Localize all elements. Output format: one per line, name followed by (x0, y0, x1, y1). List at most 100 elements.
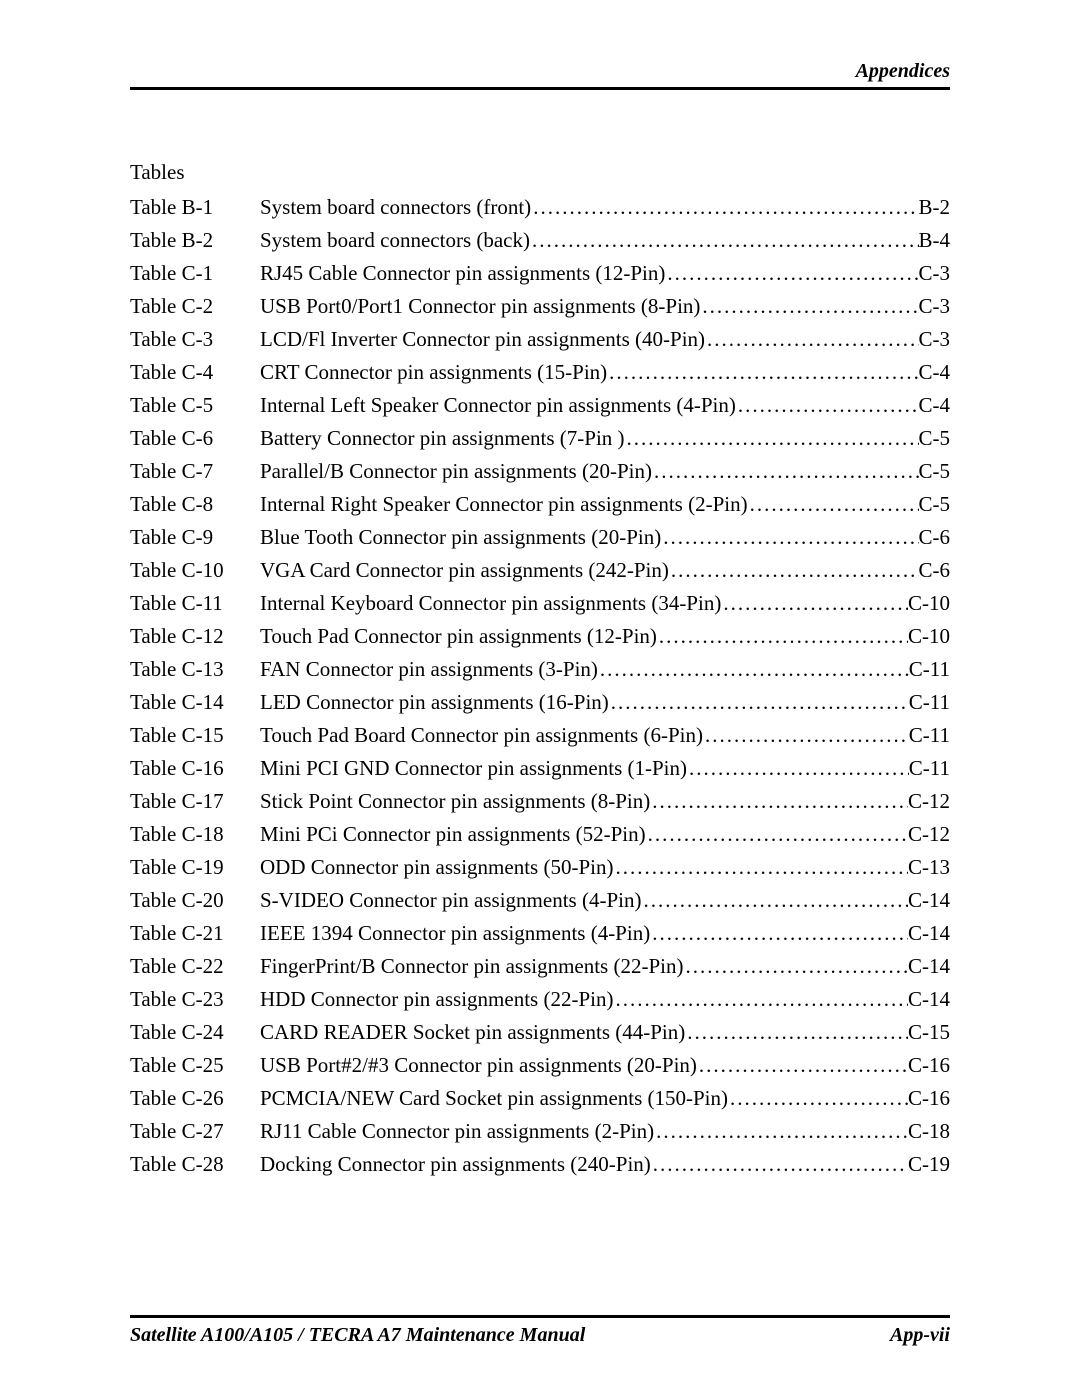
toc-leader: ........................................… (650, 923, 908, 944)
toc-page: C-14 (908, 923, 950, 944)
toc-title: CARD READER Socket pin assignments (44-P… (260, 1022, 685, 1043)
toc-leader: ........................................… (650, 791, 908, 812)
toc-label: Table B-2 (130, 230, 260, 251)
toc-page: C-6 (919, 560, 951, 581)
toc-label: Table C-19 (130, 857, 260, 878)
toc-title: Docking Connector pin assignments (240-P… (260, 1154, 651, 1175)
toc-label: Table C-14 (130, 692, 260, 713)
toc-leader: ........................................… (685, 1022, 908, 1043)
toc-label: Table C-27 (130, 1121, 260, 1142)
toc-page: C-14 (908, 989, 950, 1010)
toc-leader: ........................................… (651, 1154, 908, 1175)
toc-title: System board connectors (front) (260, 197, 531, 218)
toc-leader: ........................................… (683, 956, 908, 977)
toc-label: Table C-13 (130, 659, 260, 680)
toc-page: C-13 (908, 857, 950, 878)
toc-title: Internal Left Speaker Connector pin assi… (260, 395, 736, 416)
toc-row: Table C-10VGA Card Connector pin assignm… (130, 560, 950, 581)
toc-page: C-15 (908, 1022, 950, 1043)
toc-title: ODD Connector pin assignments (50-Pin) (260, 857, 613, 878)
toc-title: S-VIDEO Connector pin assignments (4-Pin… (260, 890, 641, 911)
toc-leader: ........................................… (646, 824, 908, 845)
toc-page: C-11 (909, 758, 950, 779)
toc-leader: ........................................… (641, 890, 908, 911)
toc-row: Table C-20S-VIDEO Connector pin assignme… (130, 890, 950, 911)
page-body: Tables Table B-1System board connectors … (130, 90, 950, 1315)
toc-label: Table C-20 (130, 890, 260, 911)
toc-leader: ........................................… (598, 659, 909, 680)
toc-row: Table C-26PCMCIA/NEW Card Socket pin ass… (130, 1088, 950, 1109)
toc-page: C-16 (908, 1055, 950, 1076)
toc-row: Table C-21IEEE 1394 Connector pin assign… (130, 923, 950, 944)
toc-page: C-11 (909, 725, 950, 746)
footer-page-number: App-vii (890, 1324, 950, 1347)
toc-title: RJ11 Cable Connector pin assignments (2-… (260, 1121, 654, 1142)
toc-title: System board connectors (back) (260, 230, 530, 251)
tables-heading: Tables (130, 160, 950, 185)
toc-title: Mini PCi Connector pin assignments (52-P… (260, 824, 646, 845)
toc-row: Table C-8Internal Right Speaker Connecto… (130, 494, 950, 515)
toc-row: Table C-15Touch Pad Board Connector pin … (130, 725, 950, 746)
toc-label: Table C-16 (130, 758, 260, 779)
page-footer: Satellite A100/A105 / TECRA A7 Maintenan… (130, 1315, 950, 1347)
toc-title: FingerPrint/B Connector pin assignments … (260, 956, 683, 977)
toc-page: C-14 (908, 890, 950, 911)
toc-title: Stick Point Connector pin assignments (8… (260, 791, 650, 812)
toc-leader: ........................................… (654, 1121, 908, 1142)
toc-title: PCMCIA/NEW Card Socket pin assignments (… (260, 1088, 728, 1109)
toc-label: Table C-12 (130, 626, 260, 647)
toc-label: Table B-1 (130, 197, 260, 218)
toc-row: Table B-1System board connectors (front)… (130, 197, 950, 218)
toc-title: Internal Keyboard Connector pin assignme… (260, 593, 721, 614)
tables-toc: Table B-1System board connectors (front)… (130, 197, 950, 1175)
toc-label: Table C-9 (130, 527, 260, 548)
toc-row: Table C-11Internal Keyboard Connector pi… (130, 593, 950, 614)
toc-row: Table C-7Parallel/B Connector pin assign… (130, 461, 950, 482)
toc-page: C-6 (919, 527, 951, 548)
toc-label: Table C-15 (130, 725, 260, 746)
toc-leader: ........................................… (705, 329, 918, 350)
toc-leader: ........................................… (607, 362, 918, 383)
toc-title: RJ45 Cable Connector pin assignments (12… (260, 263, 665, 284)
toc-row: Table C-1RJ45 Cable Connector pin assign… (130, 263, 950, 284)
toc-leader: ........................................… (687, 758, 909, 779)
toc-row: Table C-13FAN Connector pin assignments … (130, 659, 950, 680)
toc-label: Table C-8 (130, 494, 260, 515)
toc-label: Table C-18 (130, 824, 260, 845)
header-section-label: Appendices (856, 60, 950, 83)
toc-page: C-14 (908, 956, 950, 977)
toc-page: C-10 (908, 593, 950, 614)
toc-leader: ........................................… (736, 395, 919, 416)
toc-leader: ........................................… (613, 857, 908, 878)
toc-label: Table C-17 (130, 791, 260, 812)
toc-title: CRT Connector pin assignments (15-Pin) (260, 362, 607, 383)
toc-title: USB Port0/Port1 Connector pin assignment… (260, 296, 700, 317)
toc-leader: ........................................… (748, 494, 919, 515)
toc-label: Table C-1 (130, 263, 260, 284)
toc-row: Table C-12Touch Pad Connector pin assign… (130, 626, 950, 647)
toc-title: HDD Connector pin assignments (22-Pin) (260, 989, 613, 1010)
toc-label: Table C-22 (130, 956, 260, 977)
toc-page: C-4 (919, 395, 951, 416)
toc-title: IEEE 1394 Connector pin assignments (4-P… (260, 923, 650, 944)
toc-label: Table C-3 (130, 329, 260, 350)
page: Appendices Tables Table B-1System board … (0, 0, 1080, 1397)
toc-leader: ........................................… (703, 725, 909, 746)
toc-label: Table C-26 (130, 1088, 260, 1109)
toc-label: Table C-7 (130, 461, 260, 482)
toc-title: Touch Pad Connector pin assignments (12-… (260, 626, 657, 647)
toc-title: LED Connector pin assignments (16-Pin) (260, 692, 609, 713)
toc-row: Table C-3LCD/Fl Inverter Connector pin a… (130, 329, 950, 350)
toc-label: Table C-28 (130, 1154, 260, 1175)
toc-page: C-16 (908, 1088, 950, 1109)
toc-leader: ........................................… (669, 560, 919, 581)
toc-page: C-4 (919, 362, 951, 383)
toc-title: FAN Connector pin assignments (3-Pin) (260, 659, 598, 680)
toc-row: Table C-16Mini PCI GND Connector pin ass… (130, 758, 950, 779)
toc-page: C-5 (919, 428, 951, 449)
footer-manual-title: Satellite A100/A105 / TECRA A7 Maintenan… (130, 1324, 585, 1347)
toc-row: Table C-9Blue Tooth Connector pin assign… (130, 527, 950, 548)
toc-row: Table C-4CRT Connector pin assignments (… (130, 362, 950, 383)
toc-leader: ........................................… (697, 1055, 908, 1076)
toc-row: Table C-23HDD Connector pin assignments … (130, 989, 950, 1010)
